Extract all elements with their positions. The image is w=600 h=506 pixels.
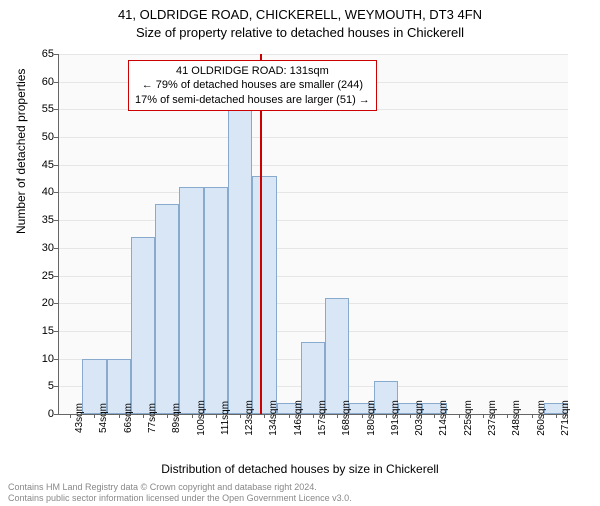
footer-line-1: Contains HM Land Registry data © Crown c… (8, 482, 317, 492)
histogram-bar (204, 187, 228, 414)
x-axis-line (58, 414, 568, 415)
x-tick-label: 77sqm (147, 403, 158, 433)
callout-line-3: 17% of semi-detached houses are larger (… (135, 94, 370, 106)
y-tick-label: 10 (24, 353, 54, 365)
histogram-bar (252, 176, 276, 414)
x-tick-label: 168sqm (341, 400, 352, 436)
gridline (58, 165, 568, 166)
y-axis-label: Number of detached properties (14, 69, 28, 234)
x-tick-label: 146sqm (293, 400, 304, 436)
chart-title: 41, OLDRIDGE ROAD, CHICKERELL, WEYMOUTH,… (0, 6, 600, 41)
x-axis-label: Distribution of detached houses by size … (0, 462, 600, 476)
histogram-bar (179, 187, 203, 414)
x-tick-label: 134sqm (268, 400, 279, 436)
x-tick-label: 203sqm (414, 400, 425, 436)
plot-area: 41 OLDRIDGE ROAD: 131sqm ← 79% of detach… (58, 54, 568, 414)
histogram-bar (228, 109, 252, 414)
footer-line-2: Contains public sector information licen… (8, 493, 352, 503)
x-tick-label: 123sqm (244, 400, 255, 436)
x-tick-label: 180sqm (366, 400, 377, 436)
y-tick-label: 65 (24, 48, 54, 60)
property-callout: 41 OLDRIDGE ROAD: 131sqm ← 79% of detach… (128, 60, 377, 111)
title-line-2: Size of property relative to detached ho… (136, 25, 464, 40)
y-tick-label: 0 (24, 408, 54, 420)
x-tick-label: 54sqm (98, 403, 109, 433)
x-tick-label: 66sqm (123, 403, 134, 433)
x-tick-label: 157sqm (317, 400, 328, 436)
x-tick-label: 111sqm (220, 401, 231, 435)
title-line-1: 41, OLDRIDGE ROAD, CHICKERELL, WEYMOUTH,… (118, 7, 482, 22)
y-tick-label: 15 (24, 325, 54, 337)
x-tick-label: 260sqm (536, 400, 547, 436)
y-tick-label: 35 (24, 214, 54, 226)
x-tick-label: 89sqm (171, 403, 182, 433)
y-tick-label: 55 (24, 103, 54, 115)
y-tick-label: 45 (24, 159, 54, 171)
y-tick-label: 20 (24, 297, 54, 309)
histogram-bar (155, 204, 179, 414)
y-tick-label: 25 (24, 270, 54, 282)
gridline (58, 192, 568, 193)
callout-line-2: ← 79% of detached houses are smaller (24… (142, 79, 363, 91)
y-tick-label: 60 (24, 76, 54, 88)
y-tick-label: 40 (24, 186, 54, 198)
y-tick-label: 5 (24, 380, 54, 392)
callout-line-1: 41 OLDRIDGE ROAD: 131sqm (176, 65, 329, 77)
x-tick-label: 214sqm (438, 400, 449, 436)
x-tick-label: 271sqm (560, 400, 571, 436)
x-tick-label: 43sqm (74, 403, 85, 433)
gridline (58, 220, 568, 221)
histogram-bar (325, 298, 349, 414)
histogram-bar (131, 237, 155, 414)
x-tick-label: 237sqm (487, 400, 498, 436)
y-tick-label: 50 (24, 131, 54, 143)
x-tick-label: 100sqm (196, 400, 207, 436)
x-tick-label: 191sqm (390, 400, 401, 436)
gridline (58, 137, 568, 138)
y-axis-line (58, 54, 59, 414)
y-tick-label: 30 (24, 242, 54, 254)
x-tick-label: 248sqm (511, 400, 522, 436)
x-tick-label: 225sqm (463, 400, 474, 436)
footer-attribution: Contains HM Land Registry data © Crown c… (8, 482, 352, 504)
gridline (58, 54, 568, 55)
